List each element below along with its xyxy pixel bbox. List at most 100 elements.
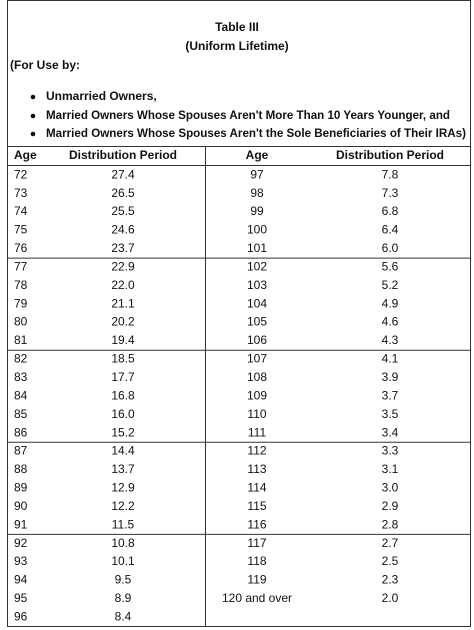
cell: 12.2	[111, 499, 135, 513]
cell: 102	[247, 259, 267, 273]
cell: 5.2	[382, 278, 399, 292]
cell: 83	[14, 370, 28, 384]
cell: 2.9	[382, 499, 399, 513]
bullet-dot	[30, 113, 36, 119]
cell: 16.0	[111, 407, 135, 421]
cell: 91	[14, 517, 28, 531]
cell: 23.7	[111, 241, 135, 255]
cell: 13.7	[111, 462, 135, 476]
cell: 82	[14, 352, 28, 366]
cell: 19.4	[111, 333, 135, 347]
cell: 21.1	[111, 296, 135, 310]
cell: 3.5	[382, 407, 399, 421]
outer-border	[7, 0, 471, 627]
cell: 112	[247, 444, 266, 458]
cell: 89	[14, 481, 28, 495]
cell: 4.6	[382, 315, 399, 329]
cell: 2.0	[382, 591, 399, 605]
cell: 24.6	[111, 223, 135, 237]
cell: 14.4	[111, 444, 135, 458]
cell: 78	[14, 278, 28, 292]
cell: 104	[247, 296, 267, 310]
cell: 100	[247, 223, 267, 237]
cell: 114	[247, 481, 266, 495]
cell: 88	[14, 462, 28, 476]
cell: 77	[14, 259, 28, 273]
cell: 17.7	[111, 370, 135, 384]
bullet: Married Owners Whose Spouses Aren't the …	[46, 126, 466, 140]
cell: 4.1	[382, 352, 399, 366]
cell: 25.5	[111, 204, 135, 218]
cell: 2.3	[382, 573, 399, 587]
cell: 95	[14, 591, 28, 605]
cell: 98	[250, 186, 264, 200]
bullet-dot	[30, 131, 36, 137]
cell: 107	[247, 352, 267, 366]
cell: 12.9	[111, 481, 135, 495]
cell: 10.1	[111, 554, 135, 568]
column-header: Distribution Period	[69, 148, 177, 162]
cell: 96	[14, 609, 28, 623]
cell: 113	[247, 462, 266, 476]
cell: 4.9	[382, 296, 399, 310]
cell: 105	[247, 315, 267, 329]
cell: 118	[247, 554, 266, 568]
bullet: Married Owners Whose Spouses Aren't More…	[46, 108, 450, 122]
cell: 120 and over	[222, 591, 292, 605]
cell: 81	[14, 333, 28, 347]
subtitle: (Uniform Lifetime)	[185, 39, 288, 53]
cell: 3.4	[382, 425, 399, 439]
cell: 108	[247, 370, 267, 384]
cell: 27.4	[111, 167, 135, 181]
cell: 86	[14, 425, 28, 439]
cell: 87	[14, 444, 28, 458]
cell: 109	[247, 388, 267, 402]
column-header: Age	[14, 148, 37, 162]
cell: 2.5	[382, 554, 399, 568]
cell: 3.9	[382, 370, 399, 384]
cell: 94	[14, 573, 28, 587]
cell: 80	[14, 315, 28, 329]
cell: 110	[247, 407, 266, 421]
cell: 72	[14, 167, 28, 181]
cell: 11.5	[112, 517, 135, 531]
cell: 10.8	[111, 536, 135, 550]
cell: 3.0	[382, 481, 399, 495]
cell: 90	[14, 499, 28, 513]
column-header: Age	[246, 148, 269, 162]
cell: 84	[14, 388, 28, 402]
cell: 75	[14, 223, 28, 237]
cell: 119	[247, 573, 266, 587]
cell: 6.8	[382, 204, 399, 218]
cell: 93	[14, 554, 28, 568]
cell: 115	[247, 499, 266, 513]
cell: 8.4	[115, 609, 132, 623]
column-header: Distribution Period	[336, 148, 444, 162]
cell: 3.7	[382, 388, 399, 402]
cell: 18.5	[111, 352, 135, 366]
cell: 76	[14, 241, 28, 255]
cell: 2.7	[382, 536, 399, 550]
cell: 111	[248, 425, 267, 439]
cell: 97	[250, 167, 264, 181]
cell: 117	[247, 536, 266, 550]
cell: 99	[250, 204, 264, 218]
cell: 7.3	[382, 186, 399, 200]
cell: 2.8	[382, 517, 399, 531]
cell: 22.0	[111, 278, 135, 292]
cell: 74	[14, 204, 28, 218]
cell: 73	[14, 186, 28, 200]
title: Table III	[215, 20, 259, 34]
cell: 106	[247, 333, 267, 347]
cell: 79	[14, 296, 28, 310]
cell: 9.5	[115, 573, 132, 587]
cell: 16.8	[111, 388, 135, 402]
cell: 6.0	[382, 241, 399, 255]
cell: 116	[247, 517, 266, 531]
cell: 4.3	[382, 333, 399, 347]
cell: 26.5	[111, 186, 135, 200]
cell: 8.9	[115, 591, 132, 605]
cell: 5.6	[382, 259, 399, 273]
cell: 101	[247, 241, 267, 255]
